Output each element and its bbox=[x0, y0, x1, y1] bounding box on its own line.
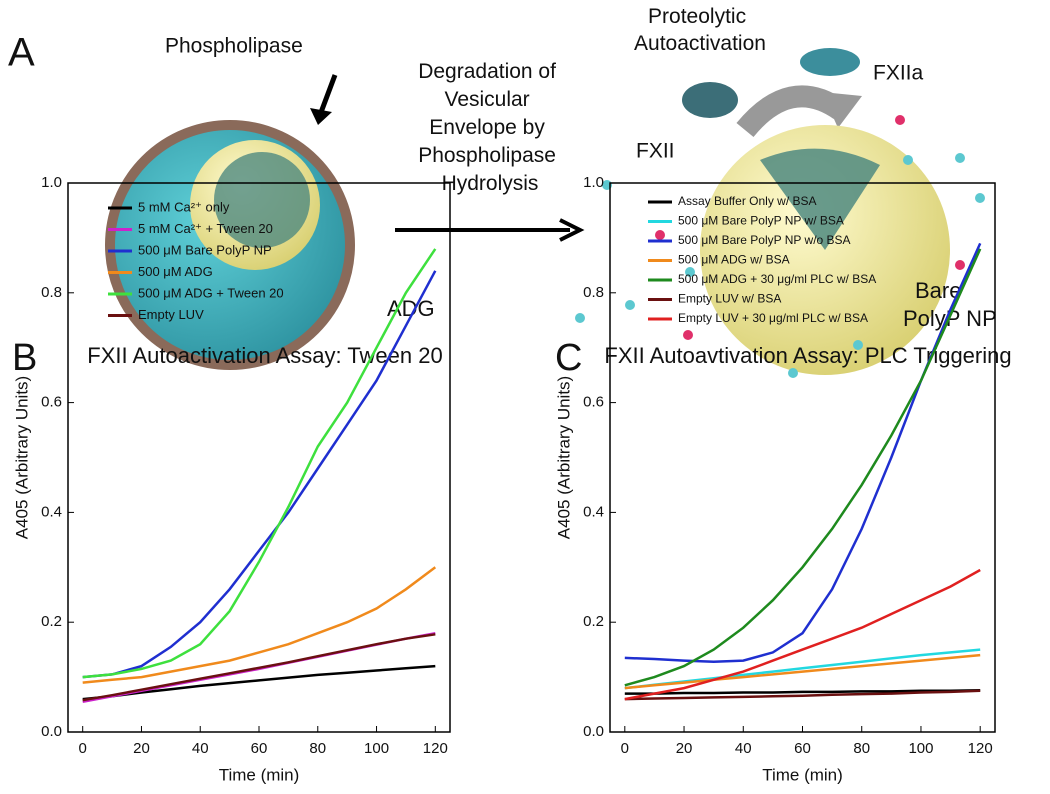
chart-title: FXII Autoactivation Assay: Tween 20 bbox=[87, 343, 442, 368]
series-line bbox=[624, 689, 981, 695]
fxii-protein bbox=[682, 82, 738, 118]
label: Bare bbox=[915, 278, 961, 303]
x-tick-label: 120 bbox=[423, 740, 448, 757]
series-line bbox=[624, 568, 981, 701]
arrowhead bbox=[822, 92, 862, 128]
series-line bbox=[82, 566, 437, 684]
x-tick-label: 0 bbox=[79, 740, 87, 757]
x-axis-label: Time (min) bbox=[219, 765, 300, 784]
legend-label: Empty LUV + 30 μg/ml PLC w/ BSA bbox=[678, 311, 868, 325]
arrow bbox=[317, 74, 338, 116]
legend-label: 5 mM Ca²⁺ + Tween 20 bbox=[138, 221, 273, 236]
fxiia-protein bbox=[800, 48, 860, 76]
curved-arrow bbox=[736, 85, 847, 138]
legend-label: 500 μM ADG bbox=[138, 264, 213, 279]
x-tick-label: 100 bbox=[364, 740, 389, 757]
y-tick-label: 0.0 bbox=[583, 723, 604, 740]
series-line bbox=[624, 248, 982, 687]
chart: B FXII Autoactivation Assay: Tween 20 0 20 4… bbox=[12, 174, 451, 784]
y-tick-label: 1.0 bbox=[583, 174, 604, 191]
x-tick-label: 20 bbox=[676, 740, 693, 757]
y-tick-label: 0.6 bbox=[41, 394, 62, 411]
legend-label: 500 μM Bare PolyP NP bbox=[138, 242, 272, 257]
series-line bbox=[82, 270, 437, 679]
process-label: Degradation of Vesicular Envelope by Pho… bbox=[418, 60, 562, 195]
legend-label: 5 mM Ca²⁺ only bbox=[138, 199, 230, 214]
y-tick-label: 0.2 bbox=[583, 613, 604, 630]
label: FXIIa bbox=[873, 62, 924, 85]
legend-label: 500 μM Bare PolyP NP w/o BSA bbox=[678, 233, 851, 247]
polyp-chains bbox=[655, 115, 965, 340]
label: Proteolytic Autoactivation bbox=[634, 5, 766, 55]
legend-label: 500 μM ADG + 30 μg/ml PLC w/ BSA bbox=[678, 272, 876, 286]
x-tick-label: 40 bbox=[735, 740, 752, 757]
legend-label: 500 μM Bare PolyP NP w/ BSA bbox=[678, 214, 844, 228]
series-line bbox=[624, 653, 981, 690]
x-tick-label: 100 bbox=[908, 740, 933, 757]
charts: B FXII Autoactivation Assay: Tween 20 0 20 4… bbox=[12, 174, 1012, 785]
series-line bbox=[624, 689, 981, 701]
label: FXII bbox=[636, 140, 675, 163]
panel-letter: B bbox=[12, 337, 37, 379]
panel-letter: A bbox=[8, 31, 35, 75]
y-axis-label: A405 (Arbitrary Units) bbox=[554, 376, 573, 539]
x-tick-label: 0 bbox=[621, 740, 629, 757]
arrowhead bbox=[310, 108, 332, 125]
y-tick-label: 0.8 bbox=[41, 284, 62, 301]
x-tick-label: 80 bbox=[309, 740, 326, 757]
chart-title: FXII Autoavtivation Assay: PLC Triggerin… bbox=[604, 343, 1011, 368]
series-line bbox=[82, 664, 436, 701]
series-line bbox=[82, 633, 436, 702]
x-axis-label: Time (min) bbox=[762, 765, 843, 784]
label: Phospholipase bbox=[165, 35, 303, 58]
x-tick-label: 60 bbox=[794, 740, 811, 757]
y-axis-label: A405 (Arbitrary Units) bbox=[12, 376, 31, 539]
y-tick-label: 0.8 bbox=[583, 284, 604, 301]
np-cutaway bbox=[760, 148, 880, 250]
y-tick-label: 0.4 bbox=[583, 503, 604, 520]
polyp-core bbox=[214, 152, 310, 248]
series-line bbox=[82, 248, 437, 679]
x-tick-label: 80 bbox=[853, 740, 870, 757]
y-tick-label: 1.0 bbox=[41, 174, 62, 191]
y-tick-label: 0.0 bbox=[41, 723, 62, 740]
chart: C FXII Autoavtivation Assay: PLC Triggeri… bbox=[554, 174, 1011, 785]
legend-label: 500 μM ADG w/ BSA bbox=[678, 253, 790, 267]
x-tick-label: 40 bbox=[192, 740, 209, 757]
legend-label: Assay Buffer Only w/ BSA bbox=[678, 194, 817, 208]
legend-label: 500 μM ADG + Tween 20 bbox=[138, 285, 284, 300]
panel-a: A Phospholipase ADG Degradation of Vesic… bbox=[8, 5, 997, 378]
arrowhead bbox=[559, 218, 585, 242]
ions bbox=[575, 153, 985, 378]
y-tick-label: 0.6 bbox=[583, 394, 604, 411]
x-tick-label: 120 bbox=[968, 740, 993, 757]
panel-letter: C bbox=[555, 337, 582, 379]
legend-label: Empty LUV w/ BSA bbox=[678, 292, 781, 306]
legend-label: Empty LUV bbox=[138, 307, 204, 322]
y-tick-label: 0.2 bbox=[41, 613, 62, 630]
x-tick-label: 20 bbox=[133, 740, 150, 757]
y-tick-label: 0.4 bbox=[41, 503, 62, 520]
x-tick-label: 60 bbox=[251, 740, 268, 757]
